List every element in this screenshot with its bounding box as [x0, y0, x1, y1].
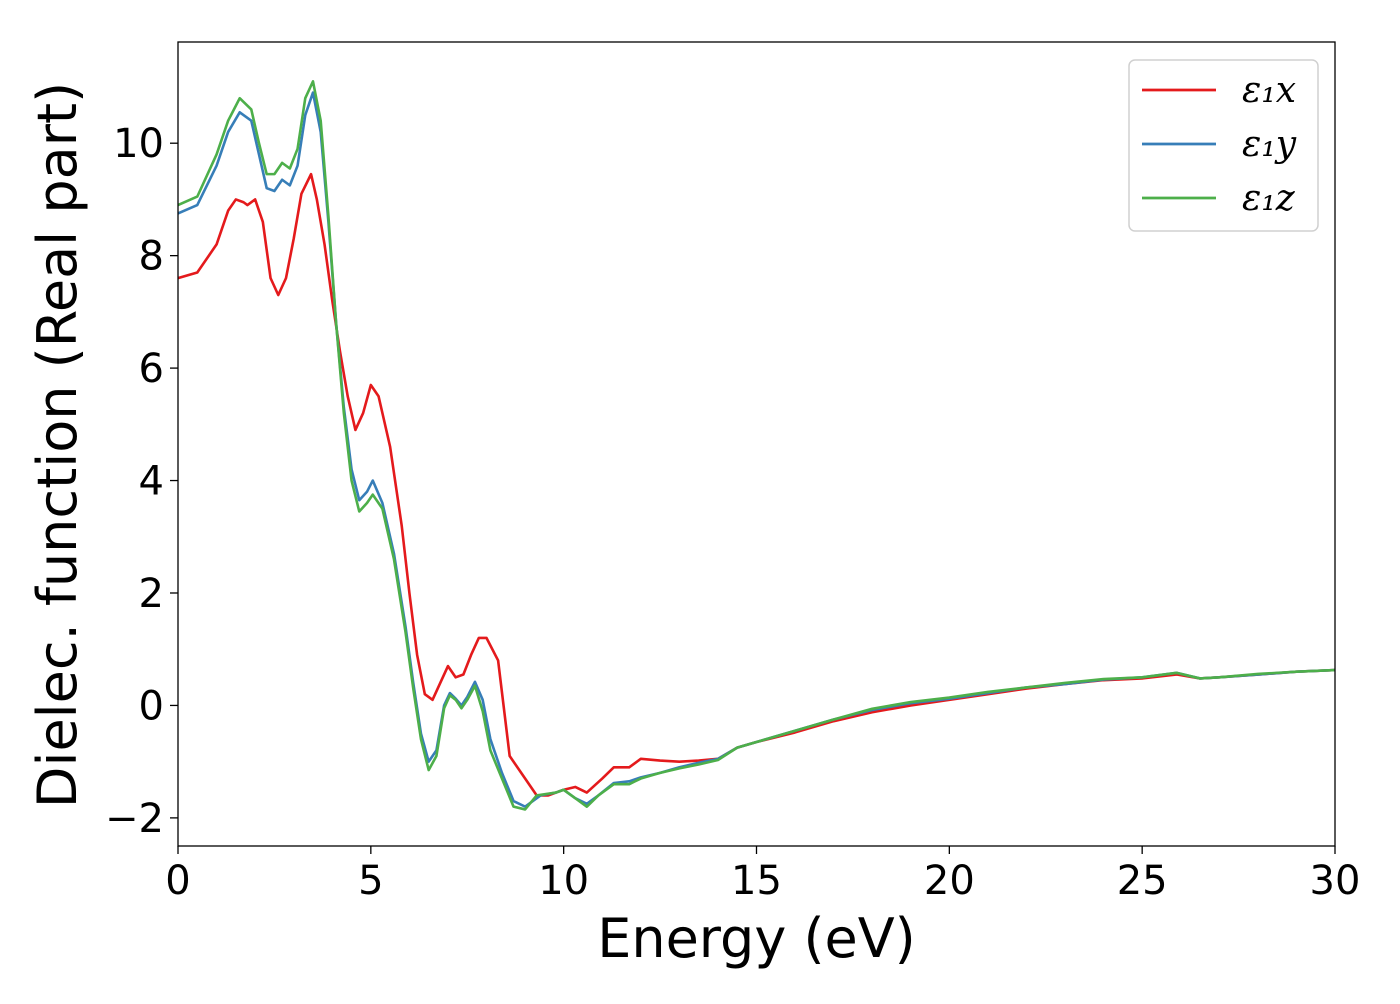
x-axis-title: Energy (eV) [597, 907, 916, 970]
legend-label-3: ε₁z [1242, 178, 1296, 219]
x-tick-label: 5 [358, 858, 383, 904]
x-tick-label: 20 [924, 858, 975, 904]
series-line-1 [178, 172, 1335, 797]
y-tick-label: 8 [139, 234, 164, 280]
x-tick-label: 0 [165, 858, 190, 904]
y-axis-title: Dielec. function (Real part) [26, 82, 89, 808]
plot-area [178, 80, 1335, 811]
legend: ε₁x ε₁y ε₁z [1128, 59, 1319, 232]
legend-label-1: ε₁x [1242, 70, 1296, 111]
series-line-3 [178, 80, 1335, 811]
y-tick-label: −2 [105, 796, 164, 842]
legend-box [1128, 59, 1319, 232]
y-tick-label: 6 [139, 346, 164, 392]
y-tick-label: 10 [113, 121, 164, 167]
y-tick-label: 0 [139, 683, 164, 729]
x-tick-label: 25 [1117, 858, 1168, 904]
x-tick-label: 15 [731, 858, 782, 904]
y-tick-label: 4 [139, 459, 164, 505]
legend-label-2: ε₁y [1242, 124, 1297, 165]
x-tick-label: 10 [538, 858, 589, 904]
y-tick-label: 2 [139, 571, 164, 617]
x-tick-label: 30 [1310, 858, 1361, 904]
